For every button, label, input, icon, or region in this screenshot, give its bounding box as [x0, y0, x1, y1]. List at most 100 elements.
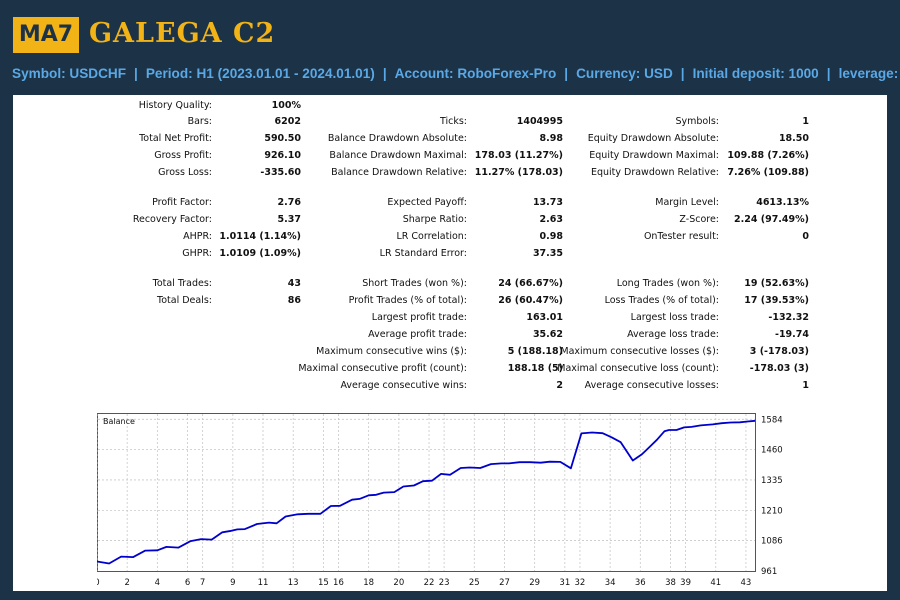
stat-label: Maximal consecutive loss (count): [557, 363, 719, 374]
stat-label: Gross Loss: [158, 167, 212, 178]
stat-label: LR Correlation: [396, 231, 468, 242]
stat-label: Ticks: [439, 116, 467, 127]
stat-value: -178.03 (3) [749, 363, 809, 374]
stat-value: 26 (60.47%) [498, 295, 563, 306]
x-tick-label: 13 [288, 578, 299, 588]
stat-label: Z-Score: [679, 214, 719, 225]
stat-value: 3 (-178.03) [749, 346, 809, 357]
stat-value: 178.03 (11.27%) [474, 150, 563, 161]
x-tick-label: 32 [575, 578, 586, 588]
stat-label: Balance Drawdown Absolute: [327, 133, 467, 144]
stat-value: 0.98 [539, 231, 563, 242]
currency-text: Currency: USD [576, 66, 673, 81]
stat-label: Balance Drawdown Maximal: [329, 150, 467, 161]
stat-label: Total Trades: [152, 278, 212, 289]
stat-value: 1.0109 (1.09%) [219, 248, 301, 259]
stat-label: Margin Level: [655, 197, 719, 208]
stat-value: 18.50 [778, 133, 809, 144]
logo-title: GALEGA C2 [89, 18, 276, 49]
x-tick-label: 15 [318, 578, 329, 588]
stat-label: LR Standard Error: [379, 248, 467, 259]
stat-value: 5 (188.18) [507, 346, 563, 357]
stat-value: 2.63 [539, 214, 563, 225]
stats-table: History Quality: 100% Bars: 6202 Ticks: 14049… [13, 95, 887, 395]
y-tick-label: 961 [761, 567, 777, 577]
chart-title: Balance [103, 417, 135, 426]
stat-value: 86 [287, 295, 301, 306]
x-tick-label: 22 [424, 578, 435, 588]
stat-value: 100% [271, 100, 301, 111]
stat-value: 17 (39.53%) [744, 295, 809, 306]
stat-value: 13.73 [532, 197, 563, 208]
stat-label: Long Trades (won %): [616, 278, 719, 289]
x-tick-label: 23 [439, 578, 450, 588]
stat-value: 1 [802, 380, 809, 391]
x-tick-label: 6 [185, 578, 190, 588]
stat-value: -335.60 [260, 167, 301, 178]
x-tick-label: 31 [559, 578, 570, 588]
stat-label: Expected Payoff: [387, 197, 467, 208]
stat-label: Equity Drawdown Relative: [590, 167, 719, 178]
x-tick-label: 29 [529, 578, 540, 588]
stat-label: OnTester result: [643, 231, 719, 242]
stat-label: Profit Factor: [152, 197, 212, 208]
stat-value: 590.50 [264, 133, 301, 144]
stat-label: Balance Drawdown Relative: [331, 167, 467, 178]
symbol-text: Symbol: USDCHF [12, 66, 127, 81]
stat-value: 11.27% (178.03) [474, 167, 563, 178]
stat-label: History Quality: [138, 100, 212, 111]
stat-label: Equity Drawdown Absolute: [587, 133, 719, 144]
stat-value: 24 (66.67%) [498, 278, 563, 289]
stat-label: Largest profit trade: [371, 312, 467, 323]
stat-value: 2.24 (97.49%) [734, 214, 809, 225]
x-tick-label: 38 [665, 578, 676, 588]
stat-value: 5.37 [277, 214, 301, 225]
stat-value: 2 [556, 380, 563, 391]
stat-label: Total Deals: [157, 295, 212, 306]
stat-value: 2.76 [277, 197, 301, 208]
stat-label: Gross Profit: [154, 150, 212, 161]
stat-label: Maximal consecutive profit (count): [298, 363, 467, 374]
x-tick-label: 34 [605, 578, 616, 588]
stat-label: Short Trades (won %): [362, 278, 467, 289]
x-tick-label: 36 [635, 578, 646, 588]
x-tick-label: 25 [469, 578, 480, 588]
stat-value: 6202 [274, 116, 301, 127]
stat-label: Profit Trades (% of total): [348, 295, 467, 306]
stat-label: Maximum consecutive losses ($): [560, 346, 719, 357]
balance-series-line [97, 419, 756, 565]
stat-label: Loss Trades (% of total): [604, 295, 719, 306]
stat-label: Maximum consecutive wins ($): [316, 346, 467, 357]
stat-value: 163.01 [526, 312, 563, 323]
leverage-text: leverage: 1:500 [838, 66, 900, 81]
stat-value: 188.18 (5) [507, 363, 563, 374]
stat-label: Recovery Factor: [132, 214, 212, 225]
x-tick-label: 0 [97, 578, 100, 588]
symbol-info-line: Symbol: USDCHF | Period: H1 (2023.01.01 - … [12, 64, 900, 84]
stat-value: 35.62 [532, 329, 563, 340]
stat-value: 0 [802, 231, 809, 242]
balance-chart: 0 2 4 67 9 11 13 15 16 18 20 22 23 25 27 29 31 32 34 36 38 39… [97, 413, 797, 591]
y-tick-label: 1460 [761, 446, 783, 456]
stat-value: 109.88 (7.26%) [727, 150, 809, 161]
y-tick-label: 1584 [761, 415, 783, 425]
stat-value: 4613.13% [756, 197, 809, 208]
x-tick-label: 2 [124, 578, 129, 588]
x-tick-label: 27 [499, 578, 510, 588]
y-tick-label: 1210 [761, 506, 783, 516]
stat-label: Equity Drawdown Maximal: [589, 150, 719, 161]
x-tick-label: 20 [393, 578, 404, 588]
stat-value: 1.0114 (1.14%) [219, 231, 301, 242]
initial-deposit-text: Initial deposit: 1000 [692, 66, 819, 81]
account-text: Account: RoboForex-Pro [394, 66, 557, 81]
stat-label: Bars: [187, 116, 212, 127]
stat-label: Average loss trade: [627, 329, 719, 340]
stat-value: 8.98 [539, 133, 563, 144]
stat-label: Total Net Profit: [139, 133, 212, 144]
report-header: MA7 GALEGA C2 Symbol: USDCHF | Period: H1 … [0, 0, 900, 100]
logo-badge: MA7 [13, 17, 79, 53]
stat-label: GHPR: [182, 248, 212, 259]
stat-value: 7.26% (109.88) [727, 167, 809, 178]
stat-value: -19.74 [775, 329, 809, 340]
stat-value: 1404995 [516, 116, 563, 127]
